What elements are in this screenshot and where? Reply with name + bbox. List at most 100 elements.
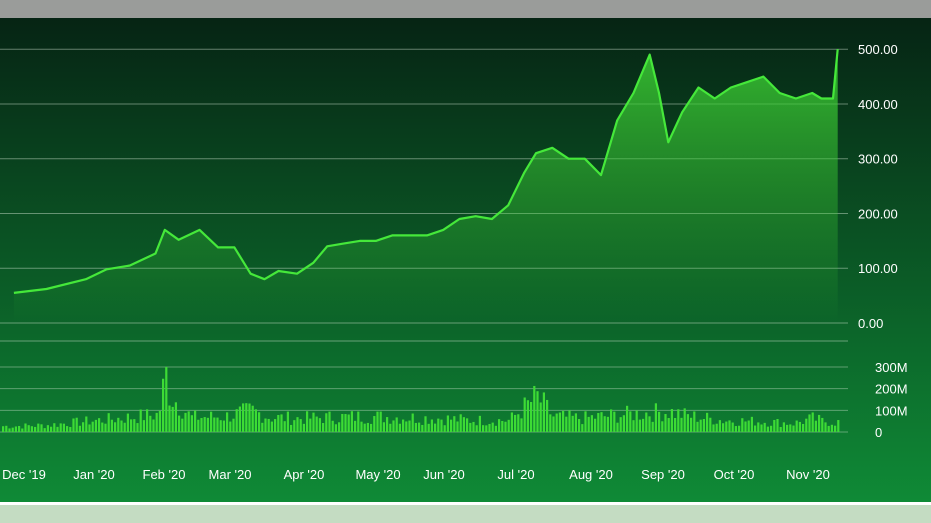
volume-bar <box>194 410 197 432</box>
volume-bar <box>283 421 286 432</box>
volume-bar <box>667 418 670 432</box>
volume-bar <box>386 417 389 432</box>
volume-bar <box>165 366 168 432</box>
volume-bar <box>158 410 161 432</box>
volume-bar <box>82 422 85 432</box>
volume-bar <box>802 423 805 432</box>
volume-bar <box>766 426 769 432</box>
volume-bar <box>338 422 341 432</box>
volume-bar <box>571 415 574 432</box>
volume-bar <box>565 416 568 432</box>
volume-bar <box>398 423 401 432</box>
volume-bar <box>619 417 622 432</box>
volume-bar <box>434 423 437 432</box>
volume-bar <box>626 405 629 432</box>
volume-bar <box>133 419 136 432</box>
price-line <box>13 49 839 294</box>
volume-bar <box>821 417 824 432</box>
volume-bar <box>786 424 789 432</box>
price-axis: 500.00 400.00 300.00 200.00 100.00 0.00 <box>858 42 898 331</box>
volume-bar <box>130 419 133 432</box>
volume-tick-label: 200M <box>875 382 908 397</box>
volume-bar <box>190 415 193 432</box>
price-tick-label: 300.00 <box>858 152 898 167</box>
volume-bar <box>795 420 798 432</box>
volume-bar <box>373 416 376 432</box>
volume-bar <box>427 423 430 432</box>
volume-bar <box>328 411 331 432</box>
volume-bar <box>267 418 270 432</box>
volume-bar <box>114 422 117 432</box>
volume-bar <box>43 428 46 432</box>
price-area <box>13 49 838 323</box>
volume-bar <box>14 426 17 432</box>
volume-bar <box>498 419 501 432</box>
volume-bar <box>741 418 744 432</box>
volume-bar <box>306 411 309 432</box>
volume-bar <box>261 422 264 432</box>
volume-bar <box>664 414 667 432</box>
volume-bar <box>430 419 433 432</box>
volume-bar <box>763 422 766 432</box>
volume-bar <box>558 412 561 432</box>
volume-bar <box>725 421 728 432</box>
volume-bar <box>178 415 181 432</box>
volume-bar <box>270 421 273 432</box>
volume-bar <box>507 419 510 432</box>
volume-bar <box>446 415 449 432</box>
volume-bar <box>715 423 718 432</box>
price-area-group <box>13 49 839 323</box>
volume-bar <box>533 385 536 432</box>
volume-bar <box>110 419 113 432</box>
volume-bar <box>219 420 222 432</box>
volume-bar <box>818 414 821 432</box>
volume-bar <box>389 423 392 432</box>
volume-bar <box>226 412 229 432</box>
volume-bar <box>360 421 363 432</box>
volume-bar <box>53 423 56 432</box>
volume-bar <box>136 423 139 432</box>
date-tick-label: Aug '20 <box>569 467 613 482</box>
volume-bar <box>555 413 558 432</box>
date-tick-label: Sep '20 <box>641 467 685 482</box>
price-tick-label: 100.00 <box>858 261 898 276</box>
volume-bar <box>206 417 209 432</box>
price-volume-chart: 500.00 400.00 300.00 200.00 100.00 0.00 300M 2… <box>0 18 931 502</box>
volume-bar <box>174 402 177 432</box>
volume-bar <box>78 425 81 432</box>
volume-bar <box>379 411 382 432</box>
volume-bar <box>632 420 635 432</box>
volume-bar <box>517 414 520 432</box>
volume-bar <box>578 419 581 432</box>
volume-bar <box>805 418 808 432</box>
volume-bar <box>734 426 737 432</box>
volume-bar <box>709 417 712 432</box>
volume-bar <box>603 416 606 432</box>
volume-bar <box>277 414 280 432</box>
volume-bars <box>2 366 840 432</box>
volume-bar <box>418 422 421 432</box>
volume-bar <box>123 422 126 432</box>
volume-bar <box>712 424 715 432</box>
volume-bar <box>491 422 494 432</box>
volume-bar <box>37 423 40 432</box>
volume-bar <box>216 417 219 432</box>
volume-bar <box>469 422 472 432</box>
volume-bar <box>155 412 158 432</box>
price-tick-label: 500.00 <box>858 42 898 57</box>
volume-bar <box>357 411 360 432</box>
volume-bar <box>686 414 689 432</box>
volume-bar <box>542 392 545 432</box>
volume-bar <box>30 426 33 432</box>
volume-bar <box>94 419 97 432</box>
volume-bar <box>443 425 446 432</box>
volume-bar <box>104 423 107 432</box>
volume-bar <box>773 419 776 432</box>
volume-bar <box>405 421 408 432</box>
volume-bar <box>312 412 315 432</box>
volume-tick-label: 300M <box>875 360 908 375</box>
volume-bar <box>658 411 661 432</box>
volume-bar <box>56 426 59 432</box>
volume-bar <box>600 412 603 432</box>
